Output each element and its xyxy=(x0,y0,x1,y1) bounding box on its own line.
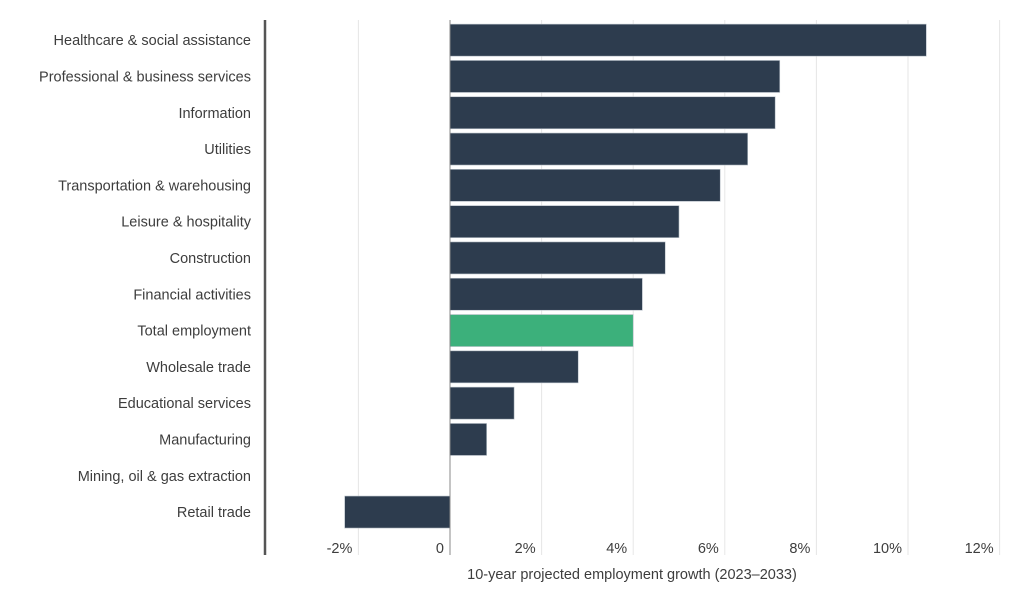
category-label: Leisure & hospitality xyxy=(121,215,252,231)
category-label: Professional & business services xyxy=(39,69,251,85)
category-label: Total employment xyxy=(137,324,251,340)
x-tick-label: 6% xyxy=(698,541,719,557)
bar xyxy=(449,423,487,456)
x-tick-label: 8% xyxy=(789,541,810,557)
x-tick-label: 4% xyxy=(606,541,627,557)
bar xyxy=(449,23,927,57)
x-tick-label: -2% xyxy=(327,541,353,557)
bar xyxy=(449,386,515,420)
bar xyxy=(344,495,451,529)
category-label: Utilities xyxy=(204,142,251,158)
category-label: Wholesale trade xyxy=(146,360,251,376)
category-label: Retail trade xyxy=(177,505,251,521)
bar xyxy=(449,205,680,238)
x-axis-title: 10-year projected employment growth (202… xyxy=(467,567,797,583)
bar xyxy=(449,314,634,347)
category-label: Mining, oil & gas extraction xyxy=(78,469,251,485)
bar xyxy=(449,241,666,275)
x-tick-label: 12% xyxy=(965,541,994,557)
bar xyxy=(449,132,749,166)
bar xyxy=(449,277,643,311)
x-tick-label: 10% xyxy=(873,541,902,557)
x-tick-label: 2% xyxy=(515,541,536,557)
category-label: Educational services xyxy=(118,396,251,412)
bar xyxy=(449,350,579,384)
category-label: Healthcare & social assistance xyxy=(54,33,251,49)
category-label: Manufacturing xyxy=(159,432,251,448)
category-label: Financial activities xyxy=(133,287,251,303)
bar xyxy=(449,96,776,130)
category-label: Transportation & warehousing xyxy=(58,178,251,194)
bar xyxy=(449,60,781,93)
bar xyxy=(449,169,721,202)
category-label: Information xyxy=(178,106,251,122)
x-tick-label: 0 xyxy=(436,541,444,557)
category-label: Construction xyxy=(170,251,251,267)
